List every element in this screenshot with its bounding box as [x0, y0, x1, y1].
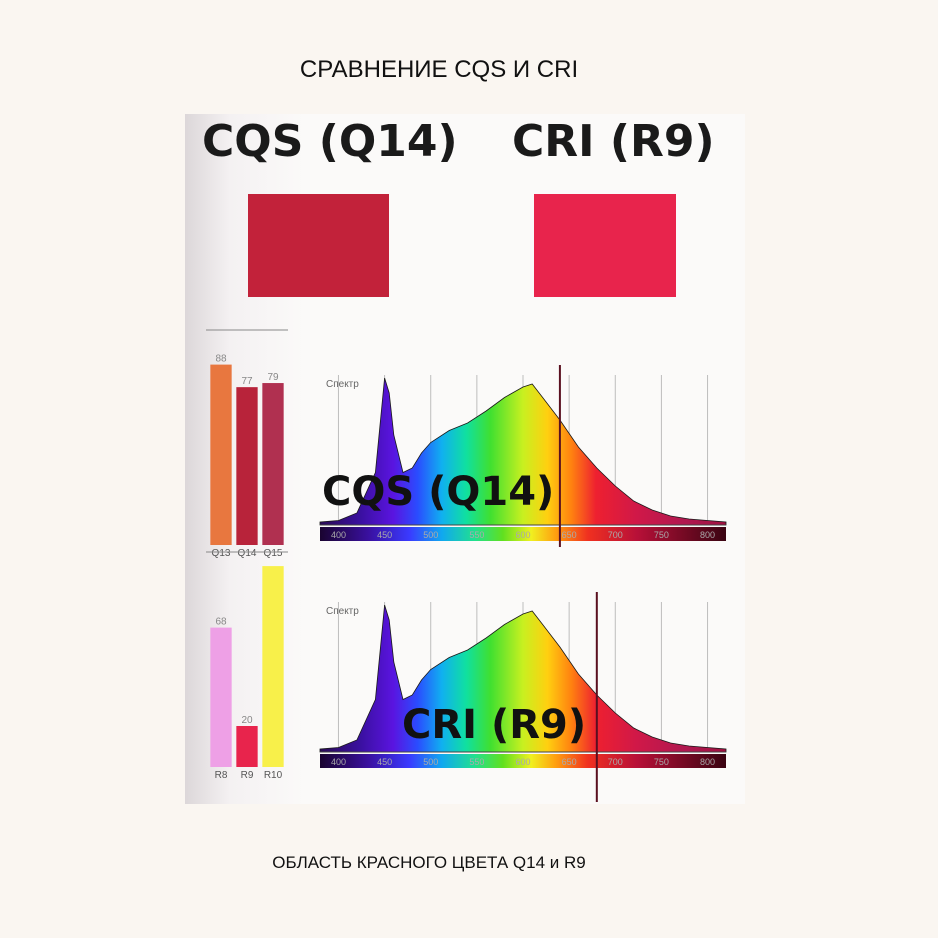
spectrum-title: Спектр	[326, 606, 359, 617]
spectrum-tick-label: 700	[608, 530, 623, 540]
spectrum-tick-label: 700	[608, 757, 623, 767]
bar-r10	[262, 566, 284, 767]
cqs-color-swatch	[248, 194, 389, 297]
wavelength-strip	[320, 527, 726, 541]
spectrum-title: Спектр	[326, 379, 359, 390]
bar-value-label: 68	[215, 617, 227, 628]
page-title: СРАВНЕНИЕ CQS И CRI	[299, 56, 579, 83]
wavelength-strip	[320, 754, 726, 768]
spectrum-tick-label: 800	[700, 530, 715, 540]
bar-q15	[262, 383, 284, 545]
spectrum-tick-label: 500	[423, 530, 438, 540]
spectrum-tick-label: 550	[469, 530, 484, 540]
cri-color-swatch	[534, 194, 676, 297]
bar-category-label: Q15	[264, 548, 283, 559]
bar-category-label: R9	[241, 770, 254, 781]
spectrum-overlay-label: CQS (Q14)	[322, 469, 554, 515]
bar-value-label: 88	[215, 354, 227, 365]
cqs-heading: CQS (Q14)	[202, 116, 458, 167]
spectrum-tick-label: 450	[377, 530, 392, 540]
spectrum-tick-label: 650	[562, 530, 577, 540]
bar-value-label: 79	[267, 372, 279, 383]
bar-value-label: 20	[241, 715, 253, 726]
bar-q14	[236, 387, 258, 545]
cri-heading: CRI (R9)	[512, 116, 715, 167]
spectrum-area	[319, 604, 727, 753]
spectrum-tick-label: 750	[654, 530, 669, 540]
spectrum-overlay-label: CRI (R9)	[402, 702, 586, 748]
spectrum-tick-label: 400	[331, 757, 346, 767]
spectrum-tick-label: 600	[515, 530, 530, 540]
spectrum-tick-label: 450	[377, 757, 392, 767]
bar-category-label: R10	[264, 770, 283, 781]
bar-r8	[210, 627, 232, 767]
spectrum-area	[319, 377, 727, 526]
spectrum-tick-label: 750	[654, 757, 669, 767]
page-caption: ОБЛАСТЬ КРАСНОГО ЦВЕТА Q14 и R9	[272, 853, 586, 872]
spectrum-tick-label: 400	[331, 530, 346, 540]
spectrum-tick-label: 500	[423, 757, 438, 767]
spectrum-tick-label: 550	[469, 757, 484, 767]
bar-value-label: 77	[241, 376, 253, 387]
bar-category-label: Q14	[238, 548, 257, 559]
bar-category-label: R8	[215, 770, 228, 781]
bar-q13	[210, 364, 232, 545]
spectrum-tick-label: 800	[700, 757, 715, 767]
spectrum-tick-label: 650	[562, 757, 577, 767]
spectrum-tick-label: 600	[515, 757, 530, 767]
bar-r9	[236, 726, 258, 767]
bar-category-label: Q13	[212, 548, 231, 559]
